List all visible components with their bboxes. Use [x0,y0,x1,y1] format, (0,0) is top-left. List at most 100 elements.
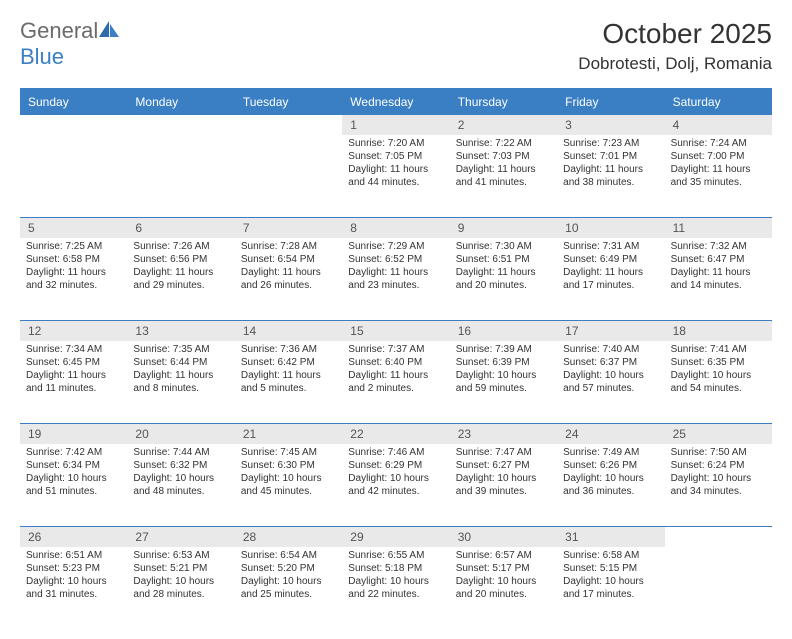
sunrise-text: Sunrise: 7:22 AM [456,137,551,150]
sunrise-text: Sunrise: 7:34 AM [26,343,121,356]
day-number: 5 [20,218,127,238]
sunrise-text: Sunrise: 7:41 AM [671,343,766,356]
sunset-text: Sunset: 5:20 PM [241,562,336,575]
day-info: Sunrise: 7:45 AMSunset: 6:30 PMDaylight:… [235,444,342,502]
day-info: Sunrise: 7:46 AMSunset: 6:29 PMDaylight:… [342,444,449,502]
sunset-text: Sunset: 7:03 PM [456,150,551,163]
day-cell: Sunrise: 7:32 AMSunset: 6:47 PMDaylight:… [665,238,772,320]
sunrise-text: Sunrise: 7:30 AM [456,240,551,253]
daylight-text: Daylight: 11 hours and 26 minutes. [241,266,336,292]
day-number: 11 [665,218,772,238]
day-info: Sunrise: 6:53 AMSunset: 5:21 PMDaylight:… [127,547,234,605]
week-row: Sunrise: 7:42 AMSunset: 6:34 PMDaylight:… [20,444,772,526]
day-info: Sunrise: 6:58 AMSunset: 5:15 PMDaylight:… [557,547,664,605]
day-cell: Sunrise: 7:49 AMSunset: 6:26 PMDaylight:… [557,444,664,526]
sunrise-text: Sunrise: 7:23 AM [563,137,658,150]
sunset-text: Sunset: 6:39 PM [456,356,551,369]
sunrise-text: Sunrise: 7:29 AM [348,240,443,253]
day-cell: Sunrise: 7:50 AMSunset: 6:24 PMDaylight:… [665,444,772,526]
daylight-text: Daylight: 10 hours and 31 minutes. [26,575,121,601]
day-number: 7 [235,218,342,238]
sunrise-text: Sunrise: 7:31 AM [563,240,658,253]
sunset-text: Sunset: 6:54 PM [241,253,336,266]
day-info: Sunrise: 7:30 AMSunset: 6:51 PMDaylight:… [450,238,557,296]
daylight-text: Daylight: 11 hours and 41 minutes. [456,163,551,189]
day-info: Sunrise: 7:26 AMSunset: 6:56 PMDaylight:… [127,238,234,296]
sunset-text: Sunset: 6:42 PM [241,356,336,369]
day-cell: Sunrise: 7:42 AMSunset: 6:34 PMDaylight:… [20,444,127,526]
sail-icon [98,20,120,38]
daylight-text: Daylight: 11 hours and 23 minutes. [348,266,443,292]
sunrise-text: Sunrise: 7:37 AM [348,343,443,356]
week-row: Sunrise: 7:20 AMSunset: 7:05 PMDaylight:… [20,135,772,217]
daylight-text: Daylight: 10 hours and 39 minutes. [456,472,551,498]
day-info: Sunrise: 7:28 AMSunset: 6:54 PMDaylight:… [235,238,342,296]
day-cell: Sunrise: 7:45 AMSunset: 6:30 PMDaylight:… [235,444,342,526]
week-row: Sunrise: 6:51 AMSunset: 5:23 PMDaylight:… [20,547,772,629]
day-info: Sunrise: 7:31 AMSunset: 6:49 PMDaylight:… [557,238,664,296]
sunset-text: Sunset: 6:40 PM [348,356,443,369]
day-number: 8 [342,218,449,238]
sunrise-text: Sunrise: 7:50 AM [671,446,766,459]
sunset-text: Sunset: 6:26 PM [563,459,658,472]
day-info: Sunrise: 7:35 AMSunset: 6:44 PMDaylight:… [127,341,234,399]
day-cell: Sunrise: 6:58 AMSunset: 5:15 PMDaylight:… [557,547,664,629]
sunrise-text: Sunrise: 7:25 AM [26,240,121,253]
day-cell: Sunrise: 6:57 AMSunset: 5:17 PMDaylight:… [450,547,557,629]
day-info: Sunrise: 6:57 AMSunset: 5:17 PMDaylight:… [450,547,557,605]
day-info: Sunrise: 7:49 AMSunset: 6:26 PMDaylight:… [557,444,664,502]
day-number [665,527,772,547]
sunset-text: Sunset: 5:17 PM [456,562,551,575]
day-cell: Sunrise: 7:29 AMSunset: 6:52 PMDaylight:… [342,238,449,320]
daylight-text: Daylight: 11 hours and 2 minutes. [348,369,443,395]
sunrise-text: Sunrise: 7:39 AM [456,343,551,356]
sunrise-text: Sunrise: 7:36 AM [241,343,336,356]
day-info: Sunrise: 6:51 AMSunset: 5:23 PMDaylight:… [20,547,127,605]
sunset-text: Sunset: 5:21 PM [133,562,228,575]
day-number: 31 [557,527,664,547]
sunset-text: Sunset: 6:24 PM [671,459,766,472]
sunrise-text: Sunrise: 6:58 AM [563,549,658,562]
daylight-text: Daylight: 10 hours and 22 minutes. [348,575,443,601]
sunrise-text: Sunrise: 7:26 AM [133,240,228,253]
sunset-text: Sunset: 6:35 PM [671,356,766,369]
sunset-text: Sunset: 6:47 PM [671,253,766,266]
day-number: 28 [235,527,342,547]
sunrise-text: Sunrise: 7:45 AM [241,446,336,459]
sunset-text: Sunset: 7:00 PM [671,150,766,163]
day-number: 24 [557,424,664,444]
daylight-text: Daylight: 11 hours and 8 minutes. [133,369,228,395]
daylight-text: Daylight: 10 hours and 17 minutes. [563,575,658,601]
week-row: Sunrise: 7:34 AMSunset: 6:45 PM Daylight:… [20,341,772,423]
sunset-text: Sunset: 6:51 PM [456,253,551,266]
daylight-text: Daylight: 10 hours and 42 minutes. [348,472,443,498]
day-number: 10 [557,218,664,238]
day-number: 12 [20,321,127,341]
day-cell: Sunrise: 7:36 AMSunset: 6:42 PMDaylight:… [235,341,342,423]
sunset-text: Sunset: 5:15 PM [563,562,658,575]
day-cell: Sunrise: 7:47 AMSunset: 6:27 PMDaylight:… [450,444,557,526]
day-cell: Sunrise: 7:39 AMSunset: 6:39 PMDaylight:… [450,341,557,423]
day-number: 15 [342,321,449,341]
day-info: Sunrise: 7:50 AMSunset: 6:24 PMDaylight:… [665,444,772,502]
sunset-text: Sunset: 5:23 PM [26,562,121,575]
page-header: GeneralBlue October 2025 Dobrotesti, Dol… [20,18,772,74]
daylight-text: Daylight: 11 hours and 38 minutes. [563,163,658,189]
day-number: 30 [450,527,557,547]
day-number: 2 [450,115,557,135]
location-subtitle: Dobrotesti, Dolj, Romania [578,54,772,74]
day-number: 27 [127,527,234,547]
sunrise-text: Sunrise: 7:49 AM [563,446,658,459]
day-cell: Sunrise: 6:54 AMSunset: 5:20 PMDaylight:… [235,547,342,629]
day-number [235,115,342,135]
day-cell: Sunrise: 7:28 AMSunset: 6:54 PMDaylight:… [235,238,342,320]
day-number: 29 [342,527,449,547]
sunrise-text: Sunrise: 7:46 AM [348,446,443,459]
day-cell: Sunrise: 7:31 AMSunset: 6:49 PMDaylight:… [557,238,664,320]
dow-saturday: Saturday [665,90,772,114]
sunrise-text: Sunrise: 6:57 AM [456,549,551,562]
sunrise-text: Sunrise: 7:35 AM [133,343,228,356]
sunset-text: Sunset: 6:45 PM [26,356,121,369]
daynum-row: 19202122232425 [20,423,772,444]
sunrise-text: Sunrise: 7:20 AM [348,137,443,150]
